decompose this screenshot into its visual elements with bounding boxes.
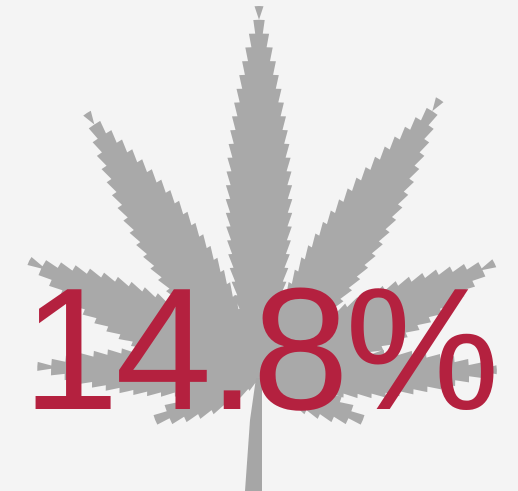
leaflet (27, 257, 259, 380)
leaflet (83, 110, 259, 378)
leaflet (225, 6, 293, 378)
leaflet (259, 349, 497, 399)
leaflet (153, 375, 259, 425)
leaflet (259, 375, 365, 425)
leaflet (259, 97, 444, 378)
leaflet (259, 259, 497, 380)
stat-value: 14.8% (22, 251, 499, 446)
